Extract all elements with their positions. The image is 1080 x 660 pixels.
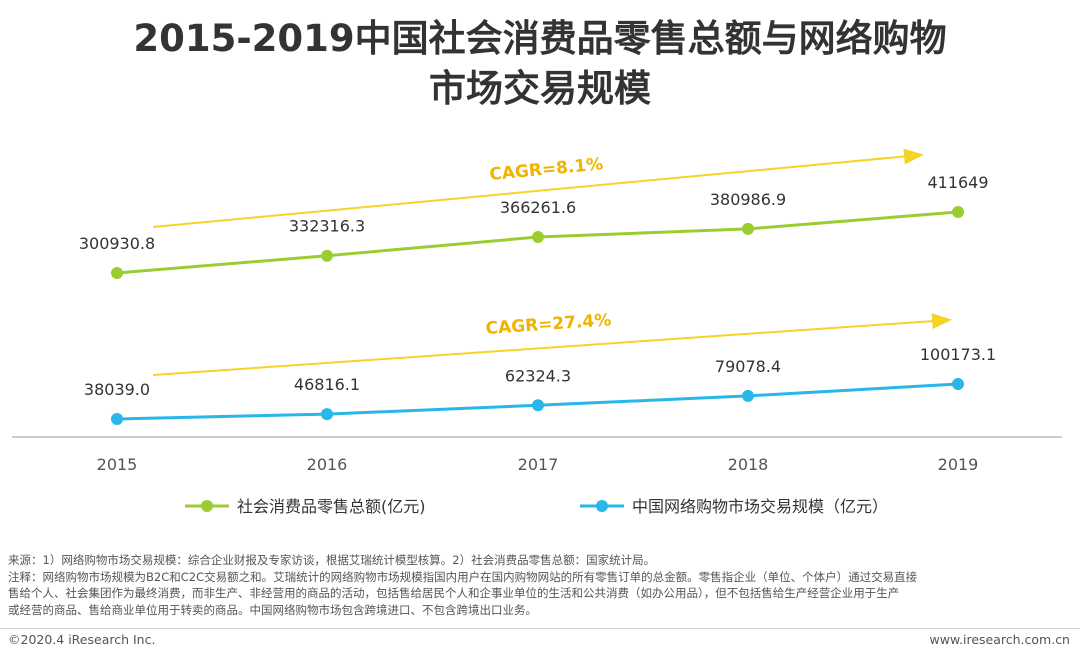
data-point: [321, 249, 333, 262]
legend-swatch-marker: [596, 500, 608, 512]
copyright-text: ©2020.4 iResearch Inc.: [8, 632, 156, 647]
chart-title-line-1: 2015-2019中国社会消费品零售总额与网络购物: [133, 17, 947, 60]
source-note-line: 或经营的商品、售给商业单位用于转卖的商品。中国网络购物市场包含跨境进口、不包含跨…: [8, 602, 537, 617]
source-note-line: 注释：网络购物市场规模为B2C和C2C交易额之和。艾瑞统计的网络购物市场规模指国…: [8, 569, 918, 584]
data-point: [532, 399, 544, 412]
footer-divider: [0, 628, 1080, 629]
data-label: 366261.6: [500, 198, 576, 217]
legend-label: 中国网络购物市场交易规模（亿元）: [632, 497, 888, 516]
cagr-trend-arrow: [152, 148, 924, 228]
x-tick-label: 2015: [97, 455, 138, 474]
data-label: 332316.3: [289, 217, 365, 236]
x-tick-label: 2019: [938, 455, 979, 474]
data-point: [952, 206, 964, 218]
x-tick-label: 2016: [307, 455, 348, 474]
legend-swatch-marker: [201, 500, 213, 512]
source-notes: 来源：1）网络购物市场交易规模：综合企业财报及专家访谈，根据艾瑞统计模型核算。2…: [8, 552, 1074, 618]
chart-title: 2015-2019中国社会消费品零售总额与网络购物 市场交易规模: [0, 14, 1080, 114]
data-point: [742, 222, 754, 235]
cagr-trend-arrow: [152, 313, 952, 376]
data-label: 62324.3: [505, 366, 571, 385]
data-point: [111, 267, 123, 279]
data-label: 380986.9: [710, 190, 786, 209]
data-label: 300930.8: [79, 234, 155, 253]
data-label: 46816.1: [294, 375, 360, 394]
data-point: [952, 378, 964, 390]
data-point: [321, 408, 333, 421]
data-label: 411649: [927, 173, 988, 192]
cagr-label: CAGR=27.4%: [485, 310, 612, 339]
line-chart: 2015 2016 2017 2018 2019 CAGR=8.1% 300930.8 332…: [12, 148, 1062, 516]
legend-label: 社会消费品零售总额(亿元): [237, 497, 426, 516]
data-point: [532, 231, 544, 243]
chart-title-line-2: 市场交易规模: [429, 67, 651, 110]
data-point: [111, 413, 123, 425]
x-tick-label: 2018: [728, 455, 769, 474]
data-point: [742, 389, 754, 402]
website-link[interactable]: www.iresearch.com.cn: [929, 632, 1071, 647]
data-label: 79078.4: [715, 357, 781, 376]
source-note-line: 售给个人、社会集团作为最终消费，而非生产、非经营用的商品的活动，包括售给居民个人…: [8, 586, 900, 600]
data-label: 38039.0: [84, 380, 150, 399]
x-tick-label: 2017: [518, 455, 559, 474]
cagr-label: CAGR=8.1%: [489, 154, 604, 185]
data-label: 100173.1: [920, 345, 996, 364]
source-note-line: 来源：1）网络购物市场交易规模：综合企业财报及专家访谈，根据艾瑞统计模型核算。2…: [8, 553, 656, 567]
